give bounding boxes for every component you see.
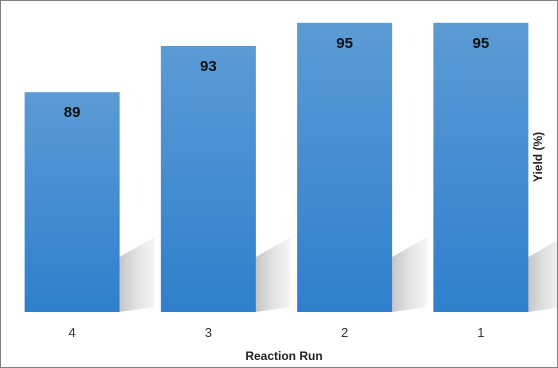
bar-run-4: [24, 92, 120, 312]
bar-run-1: [433, 22, 529, 313]
y-axis-title: Yield (%): [531, 132, 545, 182]
x-tick-label: 3: [205, 325, 212, 340]
data-label-run-4: 89: [64, 104, 81, 121]
x-axis-title: Reaction Run: [245, 349, 322, 363]
bar-run-3: [160, 45, 256, 312]
data-label-run-2: 95: [336, 35, 353, 52]
bars: [24, 22, 529, 313]
bar-shadow: [392, 237, 428, 312]
bar-run-2: [297, 22, 393, 313]
x-tick-labels: 4 3 2 1: [69, 325, 485, 340]
bar-shadow: [528, 240, 557, 312]
data-label-run-1: 95: [473, 35, 490, 52]
data-labels: 89 93 95 95: [64, 35, 489, 121]
bar-shadow: [255, 237, 291, 312]
bar-shadows: [119, 237, 557, 312]
bar-shadow: [119, 237, 155, 312]
x-tick-label: 2: [341, 325, 348, 340]
x-tick-label: 4: [69, 325, 76, 340]
data-label-run-3: 93: [200, 58, 217, 75]
x-tick-label: 1: [477, 325, 484, 340]
